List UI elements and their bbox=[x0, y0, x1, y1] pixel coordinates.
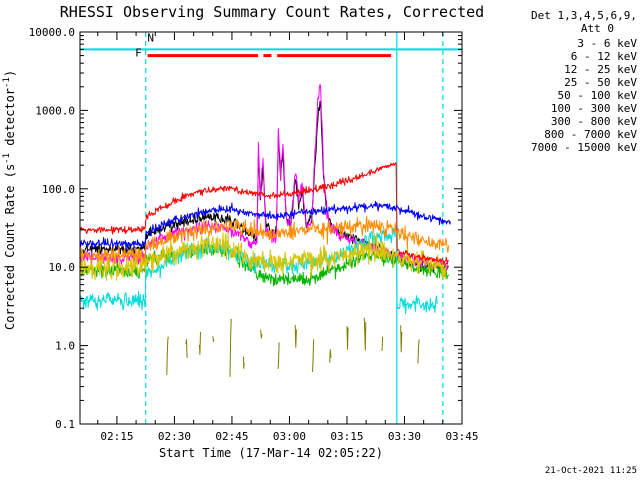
x-tick-label: 02:30 bbox=[158, 430, 191, 443]
y-axis-label-part: Corrected Count Rate (s bbox=[3, 164, 17, 330]
legend-entry-7000-15000keV: 7000 - 15000 keV bbox=[531, 141, 637, 154]
y-tick-label: 1000.0 bbox=[35, 104, 75, 117]
series-line-7000-15000keV bbox=[260, 329, 263, 339]
legend-header-detectors: Det 1,3,4,5,6,9, bbox=[531, 9, 637, 22]
x-tick-label: 02:15 bbox=[100, 430, 133, 443]
y-tick-label: 1.0 bbox=[55, 340, 75, 353]
legend-entry-100-300keV: 100 - 300 keV bbox=[551, 102, 637, 115]
series-line-50-100keV bbox=[79, 232, 448, 281]
y-tick-label: 100.0 bbox=[42, 183, 75, 196]
series-line-7000-15000keV bbox=[294, 324, 297, 348]
x-tick-label: 03:45 bbox=[445, 430, 478, 443]
y-axis-label: Corrected Count Rate (s-1 detector-1) bbox=[2, 70, 17, 330]
series-line-800-7000keV bbox=[79, 215, 450, 265]
y-tick-label: 0.1 bbox=[55, 418, 75, 431]
series-line-7000-15000keV bbox=[166, 336, 169, 376]
legend-entry-25-50keV: 25 - 50 keV bbox=[564, 76, 637, 89]
series-line-300-800keV bbox=[79, 200, 451, 250]
plot-frame bbox=[79, 31, 463, 425]
series-line-7000-15000keV bbox=[212, 336, 215, 342]
series-line-7000-15000keV bbox=[198, 331, 201, 355]
plot-creation-timestamp: 21-Oct-2021 11:25 bbox=[545, 466, 637, 476]
series-line-7000-15000keV bbox=[229, 318, 232, 377]
x-axis-label: Start Time (17-Mar-14 02:05:22) bbox=[159, 446, 383, 460]
legend-entry-12-25keV: 12 - 25 keV bbox=[564, 63, 637, 76]
legend-entry-3-6keV: 3 - 6 keV bbox=[577, 37, 637, 50]
series-line-7000-15000keV bbox=[185, 339, 188, 358]
series-line-7000-15000keV bbox=[312, 339, 315, 373]
legend-entry-6-12keV: 6 - 12 keV bbox=[571, 50, 638, 63]
series-line-7000-15000keV bbox=[277, 342, 280, 369]
chart-title: RHESSI Observing Summary Count Rates, Co… bbox=[60, 3, 484, 21]
series-layer bbox=[79, 84, 451, 377]
legend-header-attenuator: Att 0 bbox=[581, 22, 614, 35]
series-line-100-300keV bbox=[79, 162, 449, 266]
y-axis-label-part: ) bbox=[3, 70, 17, 77]
series-line-7000-15000keV bbox=[329, 349, 332, 363]
legend-entry-800-7000keV: 800 - 7000 keV bbox=[544, 128, 637, 141]
y-tick-label: 10.0 bbox=[49, 261, 76, 274]
axes-layer: 02:15 02:30 02:45 03:00 03:15 03:30 03:45 10000… bbox=[29, 26, 479, 443]
series-line-7000-15000keV bbox=[243, 356, 245, 369]
y-axis-label-part: detector bbox=[3, 88, 17, 153]
flag-label-F: F bbox=[135, 46, 142, 59]
x-tick-label: 03:30 bbox=[388, 430, 421, 443]
series-line-7000-15000keV bbox=[346, 326, 349, 350]
legend-entry-300-800keV: 300 - 800 keV bbox=[551, 115, 637, 128]
y-tick-label: 10000.0 bbox=[29, 26, 75, 39]
y-axis-label-sup: -1 bbox=[2, 77, 12, 88]
x-tick-label: 03:15 bbox=[330, 430, 363, 443]
series-line-7000-15000keV bbox=[400, 325, 403, 353]
x-tick-label: 03:00 bbox=[273, 430, 306, 443]
y-axis-label-sup: -1 bbox=[2, 153, 12, 164]
series-line-7000-15000keV bbox=[381, 336, 384, 352]
x-tick-label: 02:45 bbox=[215, 430, 248, 443]
flag-label-N: N bbox=[147, 32, 154, 45]
series-line-7000-15000keV bbox=[417, 339, 420, 364]
legend-entry-50-100keV: 50 - 100 keV bbox=[558, 89, 638, 102]
series-line-7000-15000keV bbox=[363, 317, 367, 351]
